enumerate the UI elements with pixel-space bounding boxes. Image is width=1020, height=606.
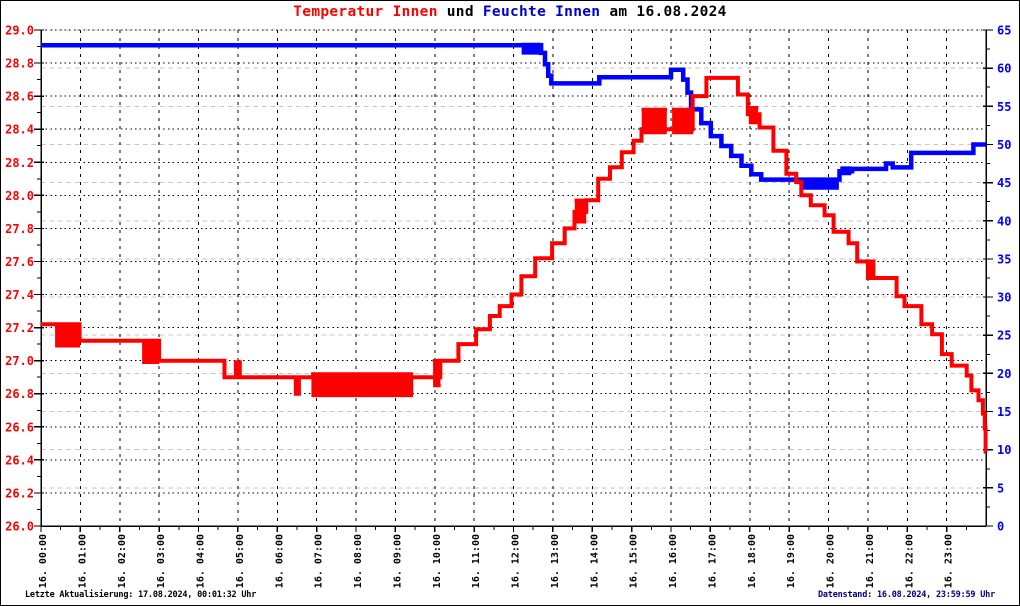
svg-text:30: 30 <box>997 291 1011 305</box>
svg-text:16. 22:00: 16. 22:00 <box>904 534 915 588</box>
svg-text:28.6: 28.6 <box>5 90 34 104</box>
svg-text:16. 20:00: 16. 20:00 <box>826 534 837 588</box>
svg-text:16. 04:00: 16. 04:00 <box>196 534 207 588</box>
svg-text:28.4: 28.4 <box>5 123 34 137</box>
svg-text:28.8: 28.8 <box>5 57 34 71</box>
chart-title: Temperatur Innen und Feuchte Innen am 16… <box>1 4 1019 20</box>
svg-text:28.0: 28.0 <box>5 189 34 203</box>
svg-text:28.2: 28.2 <box>5 156 34 170</box>
svg-text:16. 23:00: 16. 23:00 <box>944 534 955 588</box>
svg-text:16. 17:00: 16. 17:00 <box>707 534 718 588</box>
svg-text:60: 60 <box>997 62 1011 76</box>
svg-text:16. 05:00: 16. 05:00 <box>235 534 246 588</box>
title-date: am 16.08.2024 <box>600 4 727 20</box>
svg-text:16. 07:00: 16. 07:00 <box>314 534 325 588</box>
humidity-series-line <box>41 42 986 190</box>
svg-text:16. 08:00: 16. 08:00 <box>353 534 364 588</box>
x-axis-labels: 16. 00:00 16. 01:00 16. 02:00 16. 03:00 16. … <box>38 534 955 588</box>
last-update-text: Letzte Aktualisierung: 17.08.2024, 00:01… <box>25 590 257 600</box>
svg-text:15: 15 <box>997 405 1011 419</box>
svg-text:35: 35 <box>997 252 1011 266</box>
title-temperatur-innen: Temperatur Innen <box>293 4 438 20</box>
h-gridlines-humidity <box>41 29 986 489</box>
v-gridlines-hours <box>79 30 948 526</box>
svg-text:40: 40 <box>997 214 1011 228</box>
svg-text:16. 00:00: 16. 00:00 <box>38 534 49 588</box>
svg-text:5: 5 <box>997 481 1004 495</box>
svg-text:25: 25 <box>997 329 1011 343</box>
svg-text:27.8: 27.8 <box>5 222 34 236</box>
axis-ticks <box>34 29 993 532</box>
svg-text:26.2: 26.2 <box>5 486 34 500</box>
svg-text:27.6: 27.6 <box>5 255 34 269</box>
title-und: und <box>437 4 483 20</box>
svg-text:50: 50 <box>997 138 1011 152</box>
svg-text:16. 03:00: 16. 03:00 <box>156 534 167 588</box>
svg-text:16. 14:00: 16. 14:00 <box>589 534 600 588</box>
svg-text:16. 21:00: 16. 21:00 <box>865 534 876 588</box>
svg-text:26.0: 26.0 <box>5 520 34 534</box>
svg-text:16. 18:00: 16. 18:00 <box>747 534 758 588</box>
svg-text:16. 12:00: 16. 12:00 <box>511 534 522 588</box>
svg-text:16. 09:00: 16. 09:00 <box>392 534 403 588</box>
svg-text:10: 10 <box>997 443 1011 457</box>
svg-text:45: 45 <box>997 176 1011 190</box>
svg-text:16. 06:00: 16. 06:00 <box>274 534 285 588</box>
svg-text:65: 65 <box>997 24 1011 38</box>
svg-text:16. 16:00: 16. 16:00 <box>668 534 679 588</box>
svg-text:55: 55 <box>997 100 1011 114</box>
svg-text:27.0: 27.0 <box>5 354 34 368</box>
svg-text:27.2: 27.2 <box>5 321 34 335</box>
svg-text:16. 11:00: 16. 11:00 <box>471 534 482 588</box>
svg-text:0: 0 <box>997 520 1004 534</box>
temperature-series-line <box>41 75 988 454</box>
title-feuchte-innen: Feuchte Innen <box>482 4 601 20</box>
svg-text:16. 15:00: 16. 15:00 <box>629 534 640 588</box>
data-timestamp-text: Datenstand: 16.08.2024, 23:59:59 Uhr <box>817 590 995 600</box>
svg-text:16. 10:00: 16. 10:00 <box>432 534 443 588</box>
svg-text:16. 13:00: 16. 13:00 <box>550 534 561 588</box>
y-axis-left-labels: 29.0 28.8 28.6 28.4 28.2 28.0 27.8 27.6 27.4 27.2… <box>5 24 34 534</box>
svg-text:20: 20 <box>997 367 1011 381</box>
svg-text:16. 02:00: 16. 02:00 <box>117 534 128 588</box>
svg-text:16. 01:00: 16. 01:00 <box>77 534 88 588</box>
svg-text:27.4: 27.4 <box>5 288 34 302</box>
svg-text:26.8: 26.8 <box>5 387 34 401</box>
svg-text:26.6: 26.6 <box>5 420 34 434</box>
svg-text:26.4: 26.4 <box>5 453 34 467</box>
svg-text:29.0: 29.0 <box>5 24 34 38</box>
svg-text:16. 19:00: 16. 19:00 <box>786 534 797 588</box>
